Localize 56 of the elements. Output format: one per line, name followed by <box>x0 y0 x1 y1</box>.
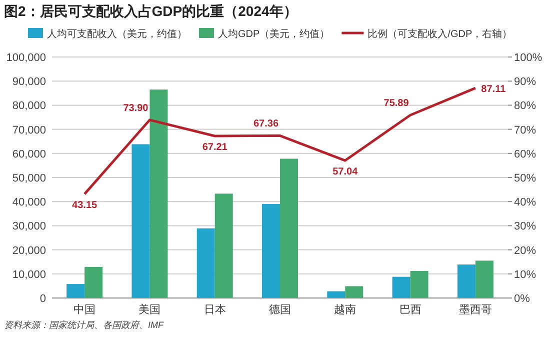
bar <box>66 284 85 298</box>
x-tick-label: 巴西 <box>399 304 422 316</box>
bar <box>196 228 215 298</box>
y-tick-label: 70,000 <box>12 124 46 136</box>
bar <box>150 90 168 298</box>
x-tick-label: 美国 <box>138 303 161 316</box>
bar <box>262 204 280 298</box>
legend-label: 人均可支配收入（美元，约值） <box>47 28 187 40</box>
data-label: 73.90 <box>123 102 149 114</box>
y-tick-label: 40,000 <box>12 196 46 209</box>
y2-tick-label: 20% <box>514 244 536 257</box>
bar <box>214 194 233 298</box>
y2-tick-label: 70% <box>514 124 536 136</box>
bar <box>345 286 364 298</box>
legend-label: 人均GDP（美元，约值） <box>218 28 330 40</box>
data-label: 57.04 <box>332 166 358 178</box>
data-label: 43.15 <box>72 200 98 212</box>
x-tick-label: 中国 <box>74 303 96 316</box>
y2-tick-label: 90% <box>514 76 536 88</box>
bar <box>327 291 346 298</box>
y-tick-label: 10,000 <box>12 268 46 281</box>
data-label: 75.89 <box>384 98 410 110</box>
bar <box>475 260 494 298</box>
y-tick-label: 60,000 <box>12 148 46 160</box>
y2-tick-label: 0% <box>514 293 530 305</box>
y2-tick-label: 80% <box>514 100 536 112</box>
legend-label: 比例（可支配收入/GDP，右轴） <box>368 28 512 40</box>
y-tick-label: 30,000 <box>12 220 46 233</box>
bar <box>84 266 103 298</box>
y-tick-label: 90,000 <box>12 76 46 88</box>
x-tick-label: 越南 <box>334 303 356 316</box>
data-label: 67.21 <box>202 142 228 154</box>
data-label: 87.11 <box>481 84 506 96</box>
x-tick-label: 日本 <box>204 303 226 316</box>
y2-tick-label: 30% <box>514 220 536 233</box>
data-label: 67.36 <box>253 118 279 130</box>
y-tick-label: 0 <box>40 293 46 305</box>
x-tick-label: 墨西哥 <box>458 304 492 316</box>
y2-tick-label: 100% <box>514 52 542 64</box>
bar <box>132 144 150 298</box>
bar <box>280 158 298 298</box>
y2-tick-label: 40% <box>514 196 536 209</box>
y2-tick-label: 50% <box>514 172 536 184</box>
chart-title: 图2：居民可支配收入占GDP的比重（2024年） <box>4 3 298 19</box>
y-tick-label: 50,000 <box>12 172 46 184</box>
bar <box>457 264 476 298</box>
y2-tick-label: 10% <box>514 268 536 281</box>
y-tick-label: 20,000 <box>12 244 46 257</box>
y2-tick-label: 60% <box>514 148 536 160</box>
y-tick-label: 80,000 <box>12 100 46 112</box>
bar <box>410 271 428 298</box>
bar <box>392 276 410 298</box>
x-tick-label: 德国 <box>269 304 291 316</box>
line-series <box>83 86 477 196</box>
y-tick-label: 100,000 <box>6 52 46 64</box>
text: 资料来源：国家统计局、各国政府、IMF <box>4 320 164 330</box>
